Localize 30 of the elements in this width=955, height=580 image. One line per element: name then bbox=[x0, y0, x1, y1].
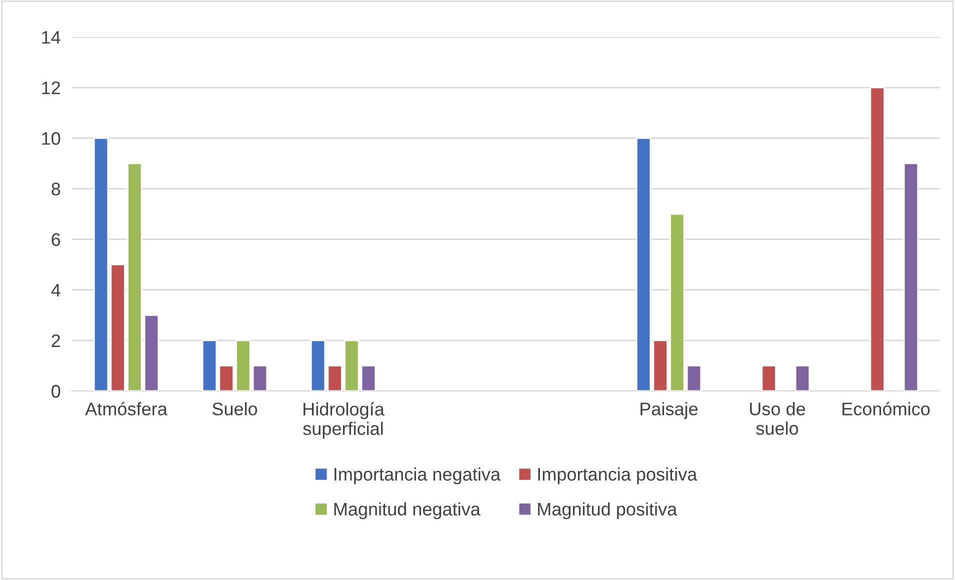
bar bbox=[93, 137, 109, 391]
x-tick-label: Suelo bbox=[212, 402, 258, 416]
x-tick-label: Paisaje bbox=[640, 402, 698, 419]
bar bbox=[360, 365, 376, 391]
y-tick-label: 14 bbox=[42, 31, 60, 44]
y-tick-label: 4 bbox=[51, 284, 60, 296]
bar bbox=[761, 365, 776, 391]
bar bbox=[636, 137, 652, 391]
y-tick-label: 0 bbox=[52, 384, 60, 398]
y-tick-label: 2 bbox=[52, 334, 60, 347]
y-tick-label: 12 bbox=[42, 82, 60, 94]
bar bbox=[903, 162, 919, 391]
legend-label: Magnitud negativa bbox=[334, 502, 480, 520]
y-tick-label: 6 bbox=[52, 233, 60, 246]
y-tick-label: 8 bbox=[52, 182, 60, 196]
x-tick-label: Atmósfera bbox=[85, 402, 168, 416]
x-tick-label: Hidrología superficial bbox=[303, 402, 384, 439]
bar bbox=[310, 340, 326, 391]
legend-label: Importancia negativa bbox=[334, 467, 501, 484]
bar bbox=[794, 365, 810, 391]
bar bbox=[870, 86, 885, 391]
x-tick-label: Económico bbox=[842, 402, 930, 416]
x-tick-label: Uso de suelo bbox=[750, 402, 806, 435]
legend-label: Magnitud positiva bbox=[538, 502, 678, 520]
bar bbox=[686, 365, 702, 391]
bar bbox=[144, 314, 160, 391]
y-tick-label: 10 bbox=[42, 132, 60, 145]
bar bbox=[202, 340, 218, 391]
bar bbox=[252, 365, 268, 391]
legend-label: Importancia positiva bbox=[538, 467, 698, 484]
